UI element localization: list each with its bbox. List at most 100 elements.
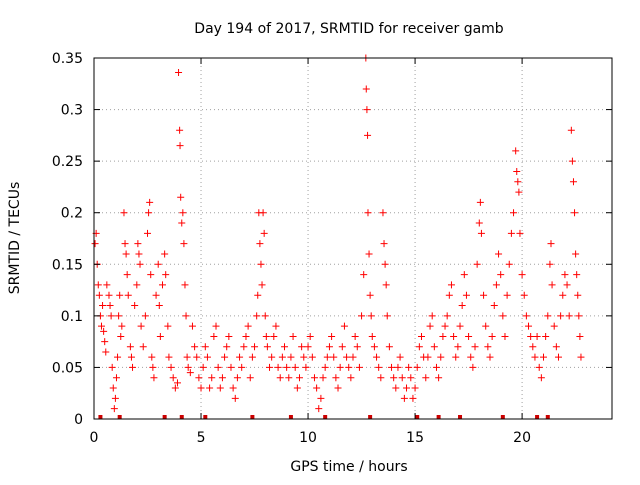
- data-point: [373, 353, 381, 361]
- x-tick-label: 10: [299, 430, 317, 446]
- data-point: [165, 353, 173, 361]
- data-point: [510, 209, 518, 217]
- data-point: [522, 312, 530, 320]
- data-point: [473, 260, 481, 268]
- data-point: [559, 291, 567, 299]
- data-point: [424, 353, 432, 361]
- x-tick-label: 20: [513, 430, 531, 446]
- data-point: [513, 167, 521, 175]
- data-point: [568, 157, 576, 165]
- data-point: [193, 353, 201, 361]
- data-point: [256, 240, 264, 248]
- data-point: [240, 343, 248, 351]
- data-point: [258, 281, 266, 289]
- data-point: [518, 271, 526, 279]
- data-point: [262, 332, 270, 340]
- data-point: [210, 332, 218, 340]
- data-point: [134, 240, 142, 248]
- data-point: [475, 219, 483, 227]
- data-point: [183, 353, 191, 361]
- data-point: [392, 384, 400, 392]
- data-point: [328, 332, 336, 340]
- data-point: [176, 142, 184, 150]
- data-point: [285, 374, 293, 382]
- data-point: [137, 322, 145, 330]
- data-point: [156, 332, 164, 340]
- data-point: [195, 374, 203, 382]
- data-point: [197, 384, 205, 392]
- data-point: [512, 147, 520, 155]
- lock-marker: [535, 415, 540, 419]
- data-point: [278, 353, 286, 361]
- data-point: [396, 353, 404, 361]
- data-point: [274, 363, 282, 371]
- data-point: [147, 271, 155, 279]
- data-point: [507, 229, 515, 237]
- data-point: [367, 312, 375, 320]
- data-point: [432, 363, 440, 371]
- data-point: [302, 363, 310, 371]
- data-point: [537, 374, 545, 382]
- data-point: [313, 384, 321, 392]
- data-point: [167, 363, 175, 371]
- data-point: [319, 374, 327, 382]
- data-point: [283, 363, 291, 371]
- data-point: [422, 374, 430, 382]
- data-point: [415, 343, 423, 351]
- lock-marker: [500, 415, 505, 419]
- data-point: [325, 343, 333, 351]
- data-point: [480, 291, 488, 299]
- data-point: [91, 240, 99, 248]
- data-point: [497, 271, 505, 279]
- data-point: [259, 209, 267, 217]
- data-point: [561, 271, 569, 279]
- data-point: [180, 240, 188, 248]
- data-point: [405, 363, 413, 371]
- data-point: [486, 353, 494, 361]
- data-point: [100, 327, 108, 335]
- data-point: [179, 209, 187, 217]
- data-point: [287, 353, 295, 361]
- data-point: [501, 332, 509, 340]
- data-point: [208, 374, 216, 382]
- data-point: [214, 363, 222, 371]
- data-point: [123, 271, 131, 279]
- data-point: [445, 291, 453, 299]
- data-point: [114, 353, 122, 361]
- data-point: [332, 374, 340, 382]
- data-point: [417, 332, 425, 340]
- data-point: [260, 229, 268, 237]
- data-point: [527, 332, 535, 340]
- data-point: [492, 281, 500, 289]
- data-point: [109, 384, 117, 392]
- lock-marker: [415, 415, 420, 419]
- data-point: [520, 291, 528, 299]
- data-point: [122, 250, 130, 258]
- data-point: [426, 322, 434, 330]
- y-tick-label: 0.15: [52, 257, 83, 273]
- data-point: [95, 291, 103, 299]
- data-point: [242, 332, 250, 340]
- data-point: [148, 353, 156, 361]
- data-point: [268, 353, 276, 361]
- data-point: [169, 374, 177, 382]
- data-point: [173, 379, 181, 387]
- lock-markers: [98, 415, 550, 419]
- data-point: [355, 363, 363, 371]
- data-point: [144, 229, 152, 237]
- data-point: [164, 322, 172, 330]
- data-point: [458, 302, 466, 310]
- lock-marker: [117, 415, 122, 419]
- data-point: [571, 209, 579, 217]
- data-point: [542, 332, 550, 340]
- data-point: [146, 198, 154, 206]
- data-point: [363, 106, 371, 114]
- data-point: [233, 374, 241, 382]
- data-point: [291, 363, 299, 371]
- data-point: [99, 302, 107, 310]
- data-point: [323, 353, 331, 361]
- data-point: [110, 405, 118, 413]
- data-point: [450, 332, 458, 340]
- data-point: [253, 312, 261, 320]
- data-point: [124, 291, 132, 299]
